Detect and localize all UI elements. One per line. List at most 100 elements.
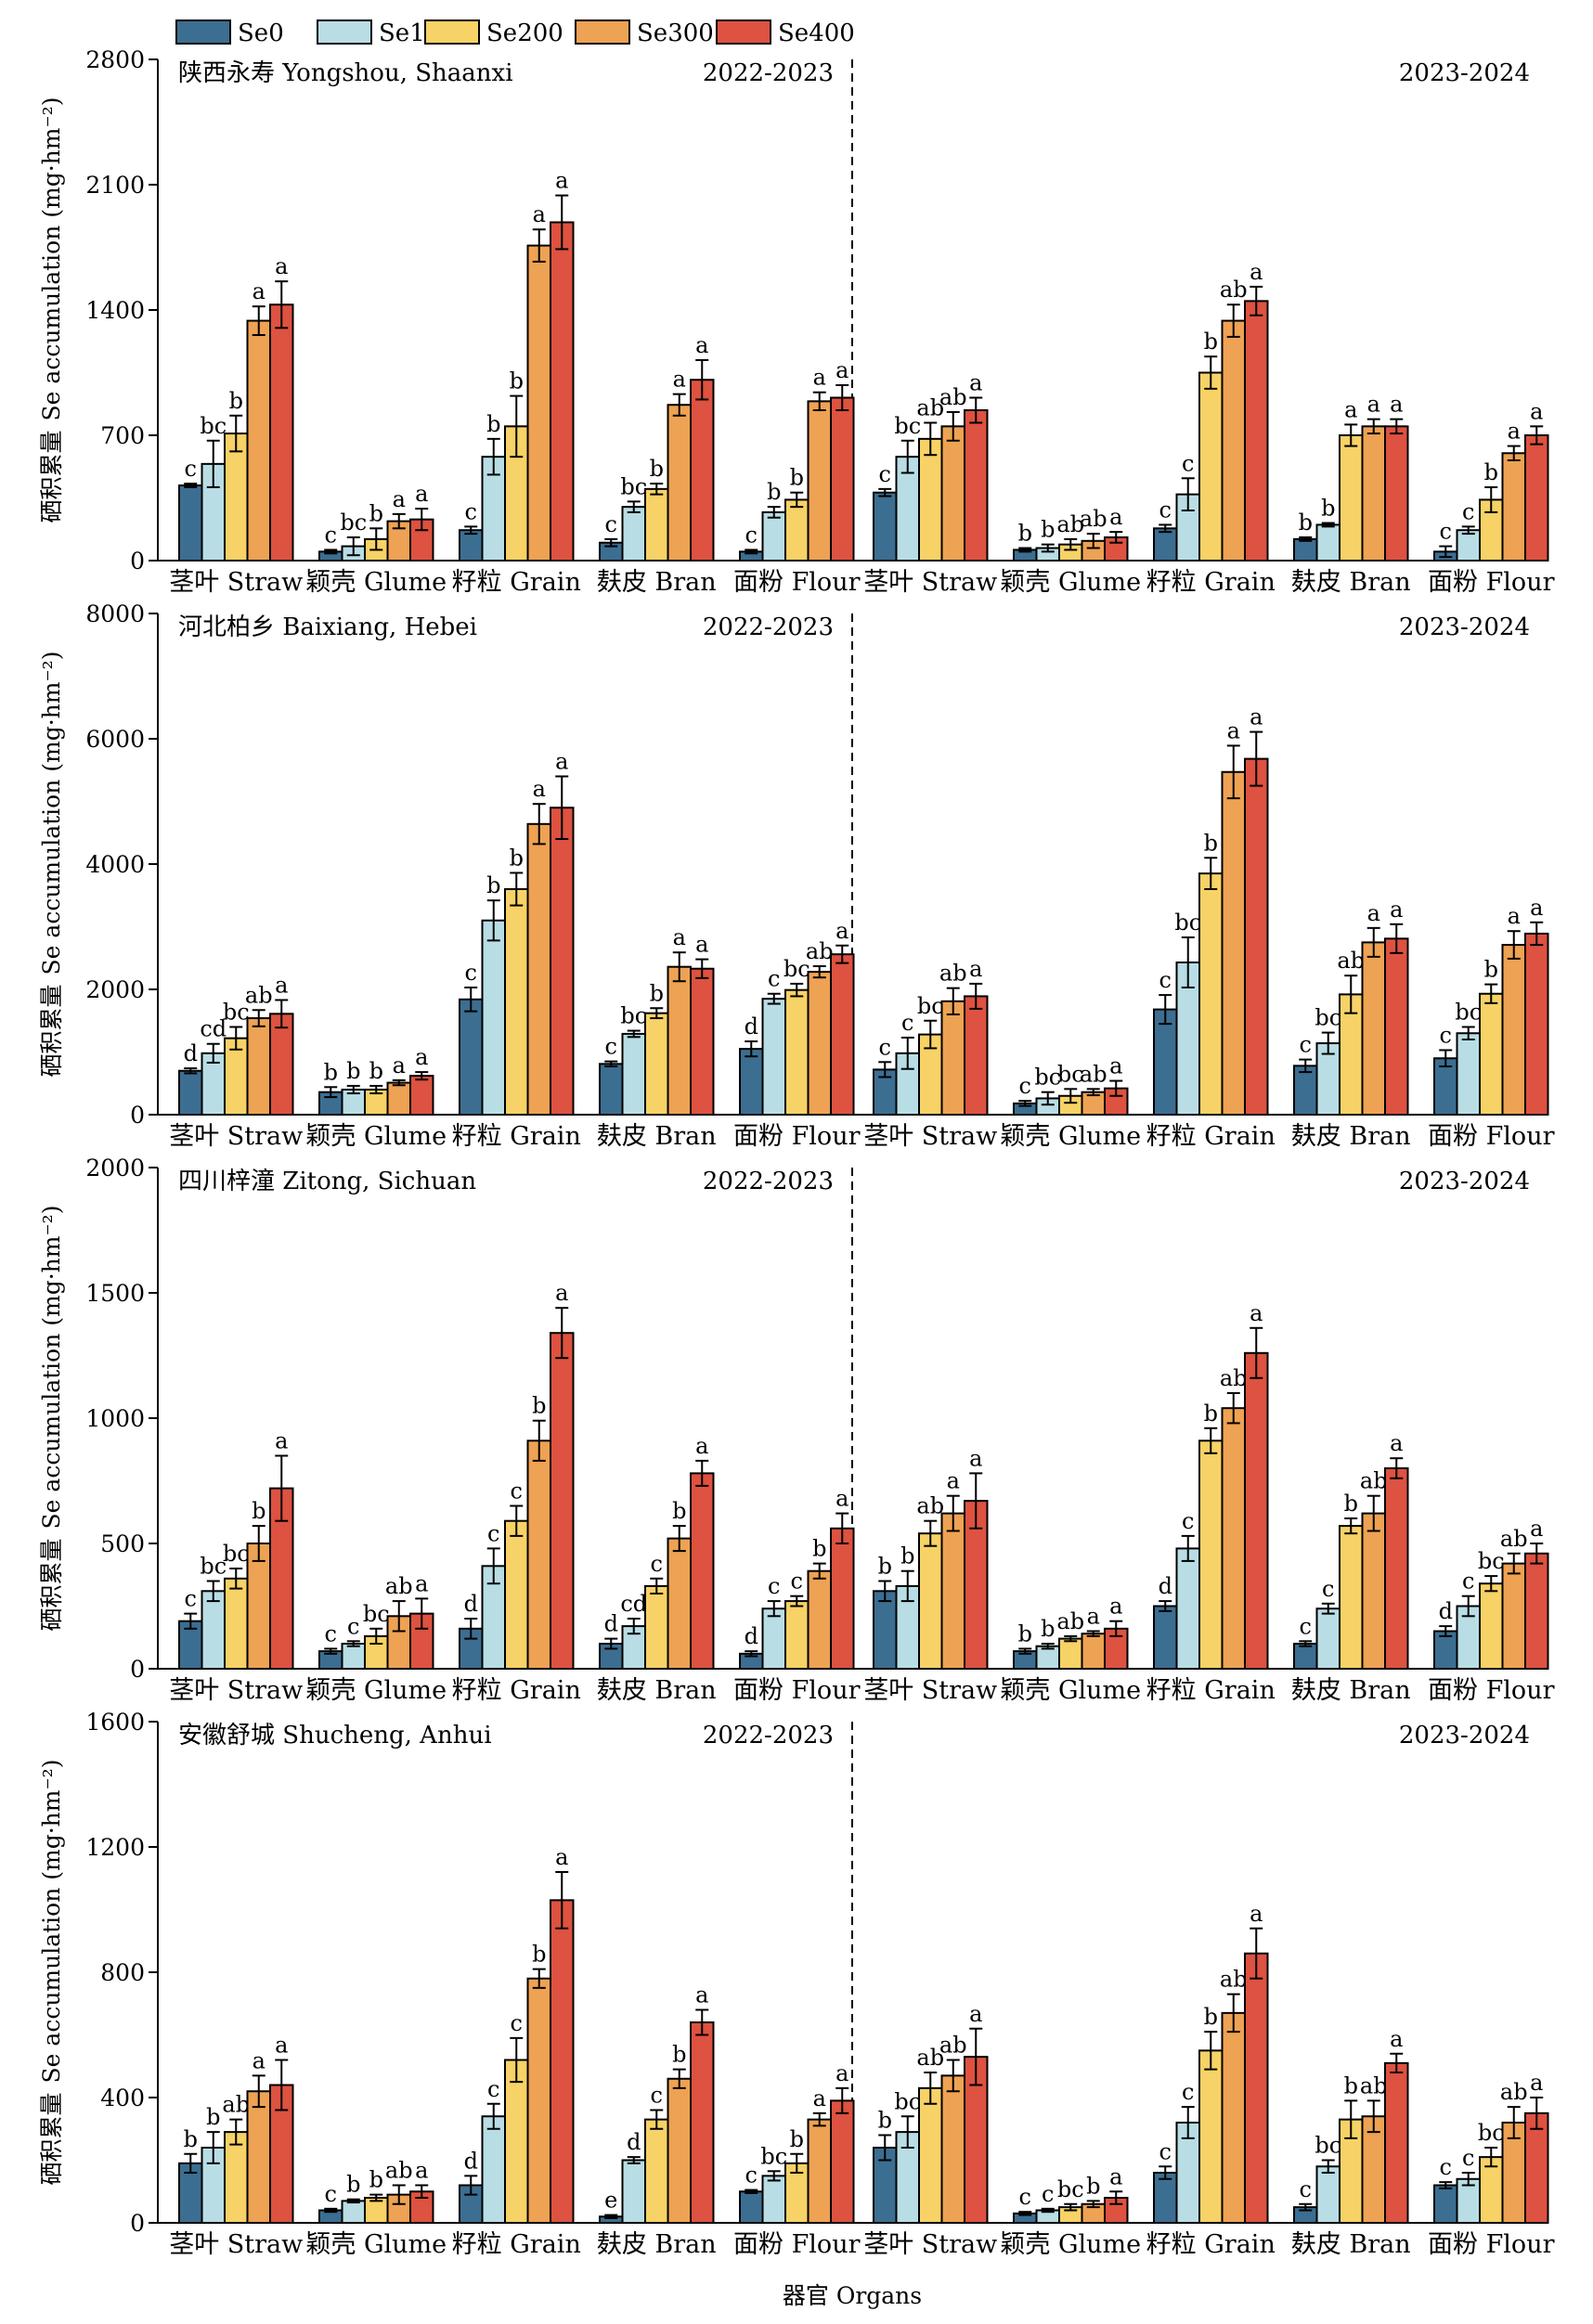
significance-letter: d bbox=[627, 2129, 641, 2155]
significance-letter: a bbox=[813, 2085, 826, 2111]
significance-letter: c bbox=[879, 461, 891, 487]
bar-se100 bbox=[895, 1052, 920, 1116]
bar-se200 bbox=[918, 1532, 943, 1670]
significance-letter: a bbox=[969, 2001, 982, 2027]
significance-letter: b bbox=[1018, 1620, 1032, 1646]
significance-letter: bc bbox=[223, 1000, 250, 1026]
significance-letter: ab bbox=[806, 938, 834, 964]
bar-se300 bbox=[526, 1440, 551, 1671]
y-tick-label: 6000 bbox=[85, 726, 145, 753]
significance-letter: c bbox=[1462, 498, 1474, 524]
bar-se100 bbox=[621, 506, 646, 562]
bar-se200 bbox=[784, 498, 809, 562]
category-label: 茎叶 Straw bbox=[169, 2230, 303, 2259]
significance-letter: bc bbox=[760, 2143, 787, 2169]
significance-letter: a bbox=[1390, 897, 1403, 923]
significance-letter: c bbox=[1182, 1508, 1194, 1534]
significance-letter: a bbox=[253, 278, 266, 304]
significance-letter: a bbox=[1087, 1604, 1100, 1630]
bar-se400 bbox=[830, 396, 855, 562]
group-4: cbc b aba 麸皮 Bran bbox=[1291, 2026, 1411, 2259]
group-4: bba a a麸皮 Bran bbox=[1291, 392, 1411, 597]
year-label: 2022-2023 bbox=[703, 59, 834, 87]
bar-se300 bbox=[667, 404, 692, 562]
significance-letter: b bbox=[1484, 957, 1498, 983]
significance-letter: a bbox=[969, 370, 982, 396]
bar-se0 bbox=[873, 1590, 898, 1671]
bar-se300 bbox=[667, 2077, 692, 2224]
bar-se200 bbox=[1479, 992, 1504, 1116]
bar-se400 bbox=[964, 409, 989, 562]
significance-letter: c bbox=[325, 522, 337, 548]
legend-item-se300: Se300 bbox=[575, 19, 714, 47]
panel-1: 0 700 1400 2100 2800 硒积累量 Se accumulation (mg·… bbox=[38, 46, 1555, 597]
bar-se0 bbox=[1293, 537, 1318, 562]
significance-letter: b bbox=[510, 845, 524, 871]
significance-letter: ab bbox=[385, 1573, 413, 1599]
significance-letter: bc bbox=[784, 956, 810, 982]
significance-letter: b bbox=[1204, 830, 1218, 856]
significance-letter: bc bbox=[1057, 2176, 1084, 2202]
significance-letter: c bbox=[745, 2163, 758, 2188]
significance-letter: cd bbox=[200, 1016, 227, 1042]
y-tick-label: 1500 bbox=[85, 1280, 145, 1307]
group-5: c cbc ab a 面粉 Flour bbox=[1428, 2070, 1555, 2259]
significance-letter: c bbox=[1300, 1032, 1312, 1058]
significance-letter: c bbox=[1159, 497, 1172, 523]
bar-se200 bbox=[1339, 434, 1364, 562]
legend-swatch-se400 bbox=[716, 19, 771, 45]
bar-se0 bbox=[1153, 1008, 1178, 1116]
significance-letter: c bbox=[487, 1520, 499, 1546]
significance-letter: a bbox=[1109, 504, 1122, 530]
bar-se100 bbox=[201, 1590, 226, 1671]
legend-label-se200: Se200 bbox=[486, 19, 563, 47]
significance-letter: bc bbox=[1057, 1061, 1084, 1087]
significance-letter: ab bbox=[1220, 1365, 1248, 1391]
y-tick-label: 2000 bbox=[85, 976, 145, 1003]
y-tick-label: 700 bbox=[100, 422, 145, 449]
bar-se200 bbox=[1339, 1525, 1364, 1670]
significance-letter: ab bbox=[245, 982, 273, 1008]
bar-se300 bbox=[526, 822, 551, 1116]
bar-se100 bbox=[1456, 529, 1481, 562]
significance-letter: c bbox=[1440, 2154, 1452, 2180]
significance-letter: b bbox=[486, 872, 500, 898]
bar-se400 bbox=[409, 1075, 434, 1117]
significance-letter: a bbox=[415, 1044, 428, 1070]
significance-letter: b bbox=[346, 2172, 360, 2198]
significance-letter: bc bbox=[1034, 1065, 1061, 1091]
bar-se400 bbox=[1384, 1467, 1409, 1670]
category-label: 颖壳 Glume bbox=[305, 1122, 447, 1151]
significance-letter: b bbox=[1299, 510, 1313, 536]
significance-letter: c bbox=[1300, 2176, 1312, 2202]
bar-se200 bbox=[1479, 2156, 1504, 2224]
significance-letter: a bbox=[275, 1428, 288, 1454]
bar-se300 bbox=[1221, 2011, 1246, 2224]
bar-se200 bbox=[644, 2118, 669, 2224]
significance-letter: a bbox=[673, 924, 686, 950]
bar-se100 bbox=[761, 1607, 786, 1670]
significance-letter: a bbox=[1250, 704, 1263, 730]
panel-2: 0 2000 4000 6000 8000 硒积累量 Se accumulation (mg… bbox=[38, 600, 1555, 1151]
significance-letter: bc bbox=[894, 413, 921, 439]
significance-letter: ab bbox=[1056, 1608, 1084, 1634]
group-3: c bb aa 籽粒 Grain bbox=[452, 168, 581, 597]
significance-letter: b bbox=[1018, 521, 1032, 547]
significance-letter: a bbox=[1367, 900, 1380, 926]
bar-se100 bbox=[1315, 2165, 1340, 2224]
bar-se400 bbox=[964, 995, 989, 1117]
y-axis-title-en: Se accumulation (mg·hm⁻²) bbox=[38, 1206, 65, 1530]
significance-letter: e bbox=[604, 2188, 617, 2214]
y-axis-title-cn: 硒积累量 bbox=[38, 1538, 65, 1631]
category-label: 麸皮 Bran bbox=[1291, 1122, 1411, 1151]
